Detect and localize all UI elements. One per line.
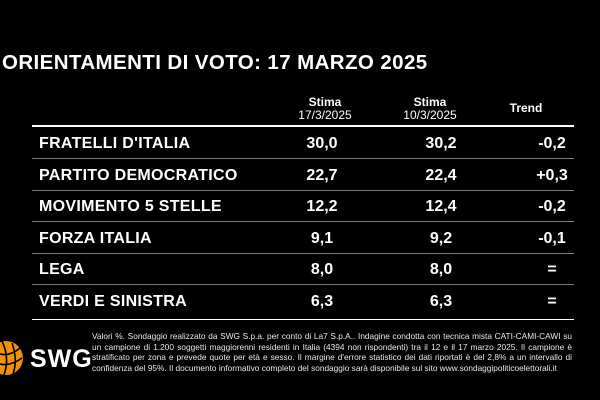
- row-divider: [32, 284, 574, 286]
- current-value: 30,0: [306, 135, 338, 152]
- column-header-current-label: Stima: [308, 95, 342, 109]
- swg-logo-text: SWG: [30, 345, 93, 373]
- party-name: FORZA ITALIA: [39, 229, 152, 247]
- party-name: MOVIMENTO 5 STELLE: [39, 198, 222, 216]
- methodology-note: Valori %. Sondaggio realizzato da SWG S.…: [92, 331, 572, 373]
- party-name: VERDI E SINISTRA: [39, 293, 187, 310]
- column-header-previous-date: 10/3/2025: [403, 108, 457, 122]
- party-name: LEGA: [39, 261, 85, 279]
- table-row: PARTITO DEMOCRATICO 22,7 22,4 +0,3: [32, 160, 574, 191]
- table-row: LEGA 8,0 8,0 =: [32, 254, 574, 286]
- column-header-current-date: 17/3/2025: [298, 108, 352, 122]
- current-value: 22,7: [306, 166, 338, 184]
- header-divider: [32, 125, 574, 127]
- previous-value: 30,2: [425, 135, 457, 152]
- trend-value: -0,2: [538, 135, 566, 152]
- current-value: 8,0: [310, 261, 334, 279]
- trend-value: =: [547, 261, 557, 279]
- table-row: MOVIMENTO 5 STELLE 12,2 12,4 -0,2: [32, 191, 574, 223]
- trend-value: -0,2: [538, 198, 566, 216]
- previous-value: 8,0: [429, 261, 453, 279]
- row-divider: [32, 221, 574, 223]
- column-header-previous: Stima 10/3/2025: [390, 96, 470, 122]
- column-header-current: Stima 17/3/2025: [285, 96, 365, 122]
- swg-logo: [0, 340, 23, 376]
- table-row: FRATELLI D'ITALIA 30,0 30,2 -0,2: [32, 128, 574, 159]
- table-row: VERDI E SINISTRA 6,3 6,3 =: [32, 286, 574, 317]
- column-header-previous-label: Stima: [413, 95, 447, 109]
- row-divider: [32, 252, 574, 254]
- current-value: 12,2: [306, 198, 338, 216]
- row-divider: [32, 189, 574, 191]
- trend-value: =: [547, 293, 557, 310]
- trend-value: -0,1: [538, 229, 566, 247]
- previous-value: 6,3: [429, 293, 453, 310]
- trend-value: +0,3: [536, 166, 568, 184]
- current-value: 9,1: [310, 229, 334, 247]
- table-row: FORZA ITALIA 9,1 9,2 -0,1: [32, 223, 574, 254]
- footer-divider: [32, 319, 574, 320]
- previous-value: 9,2: [429, 229, 453, 247]
- party-name: FRATELLI D'ITALIA: [39, 135, 191, 152]
- previous-value: 22,4: [425, 166, 457, 184]
- column-header-trend-label: Trend: [509, 101, 543, 115]
- previous-value: 12,4: [425, 198, 457, 216]
- page-title: ORIENTAMENTI DI VOTO: 17 MARZO 2025: [2, 51, 428, 74]
- party-name: PARTITO DEMOCRATICO: [39, 166, 238, 184]
- column-header-trend: Trend: [490, 102, 562, 115]
- row-divider: [32, 158, 574, 159]
- current-value: 6,3: [310, 293, 334, 310]
